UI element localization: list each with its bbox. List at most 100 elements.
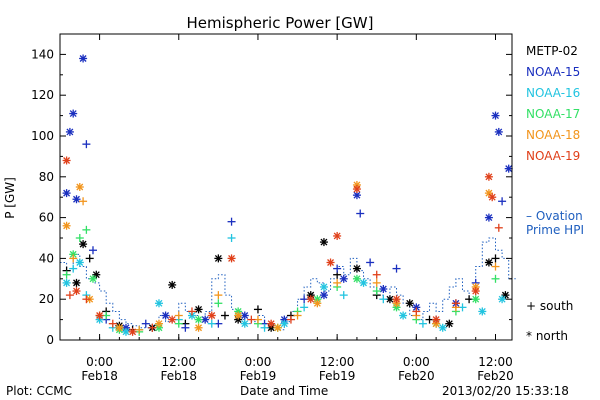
legend-entry: NOAA-18	[526, 128, 580, 142]
south-marker	[207, 319, 216, 328]
north-marker	[154, 319, 163, 328]
series-noaa-19	[62, 156, 503, 336]
legend-marker-key: + south	[526, 299, 573, 313]
north-marker	[88, 274, 97, 283]
south-marker	[82, 225, 91, 234]
north-marker	[75, 258, 84, 267]
north-marker	[379, 285, 388, 293]
y-tick-label: 0	[46, 333, 54, 347]
legend-entry: NOAA-17	[526, 107, 580, 121]
north-marker	[79, 54, 88, 63]
north-marker	[214, 254, 223, 263]
south-marker	[366, 258, 375, 267]
north-marker	[168, 315, 177, 324]
south-marker	[300, 303, 309, 312]
south-marker	[372, 287, 381, 296]
north-marker	[484, 172, 493, 181]
north-marker	[62, 221, 71, 230]
south-marker	[85, 254, 94, 263]
north-marker	[319, 238, 328, 247]
south-marker	[62, 270, 71, 279]
y-tick-label: 60	[39, 211, 54, 225]
north-marker	[194, 323, 203, 332]
north-marker	[352, 274, 361, 283]
chart-title: Hemispheric Power [GW]	[187, 14, 374, 32]
south-marker	[88, 246, 97, 255]
south-marker	[247, 315, 256, 324]
north-marker	[319, 291, 328, 300]
north-marker	[405, 299, 414, 308]
ovation-series	[60, 237, 516, 331]
south-marker	[333, 264, 342, 273]
south-marker	[491, 254, 500, 263]
south-marker	[379, 295, 388, 304]
south-marker	[498, 197, 507, 206]
north-marker	[62, 278, 71, 287]
south-marker	[220, 311, 229, 320]
legend-entry: NOAA-16	[526, 86, 580, 100]
north-marker	[484, 258, 493, 267]
south-marker	[187, 307, 196, 316]
north-marker	[201, 315, 210, 324]
north-marker	[194, 315, 203, 324]
north-marker	[488, 193, 497, 202]
south-marker	[75, 234, 84, 242]
south-marker	[339, 291, 348, 300]
north-marker	[491, 111, 500, 120]
series-noaa-15	[62, 54, 513, 332]
legend-entry: NOAA-19	[526, 149, 580, 163]
x-tick-label-date: Feb18	[161, 369, 198, 383]
north-marker	[69, 109, 78, 118]
footer-x-axis-label: Date and Time	[240, 384, 329, 398]
south-marker	[260, 323, 269, 332]
north-marker	[161, 311, 170, 320]
south-marker	[392, 264, 401, 273]
x-tick-label-time: 0:00	[86, 355, 113, 369]
south-marker	[79, 197, 88, 206]
south-marker	[174, 319, 183, 328]
legend: METP-02 NOAA-15 NOAA-16 NOAA-17 NOAA-18 NOAA-…	[526, 44, 584, 343]
x-tick-label-date: Feb18	[81, 369, 118, 383]
south-marker	[214, 299, 223, 308]
north-marker	[234, 311, 243, 320]
south-marker	[69, 264, 78, 273]
legend-entry: METP-02	[526, 44, 578, 58]
series-noaa-16	[62, 234, 507, 336]
north-marker	[432, 315, 441, 324]
south-marker	[491, 274, 500, 283]
north-marker	[280, 319, 289, 328]
footer-timestamp: 2013/02/20 15:33:18	[442, 384, 569, 398]
south-marker	[227, 234, 236, 242]
north-marker	[498, 295, 507, 304]
south-marker	[494, 223, 503, 232]
south-marker	[82, 295, 91, 304]
south-marker	[141, 319, 150, 328]
north-marker	[339, 274, 348, 283]
south-marker	[174, 311, 183, 320]
north-marker	[313, 299, 322, 308]
legend-entry: NOAA-15	[526, 65, 580, 79]
north-marker	[227, 254, 236, 263]
south-marker	[372, 278, 381, 287]
y-tick-label: 100	[31, 129, 54, 143]
north-marker	[478, 307, 487, 316]
north-marker	[438, 323, 447, 332]
legend-ovation: – Ovation	[526, 209, 583, 223]
south-marker	[82, 140, 91, 149]
north-marker	[504, 164, 513, 173]
north-marker	[471, 287, 480, 296]
north-marker	[194, 305, 203, 314]
north-marker	[352, 264, 361, 273]
south-marker	[356, 209, 365, 218]
north-marker	[352, 191, 361, 200]
north-marker	[154, 299, 163, 308]
north-marker	[352, 185, 361, 194]
y-tick-label: 140	[31, 47, 54, 61]
north-marker	[75, 183, 84, 191]
legend-ovation: Prime HPI	[526, 223, 584, 237]
north-marker	[62, 189, 71, 198]
y-tick-label: 80	[39, 170, 54, 184]
north-marker	[494, 127, 503, 136]
north-marker	[65, 127, 74, 136]
north-marker	[128, 327, 137, 336]
